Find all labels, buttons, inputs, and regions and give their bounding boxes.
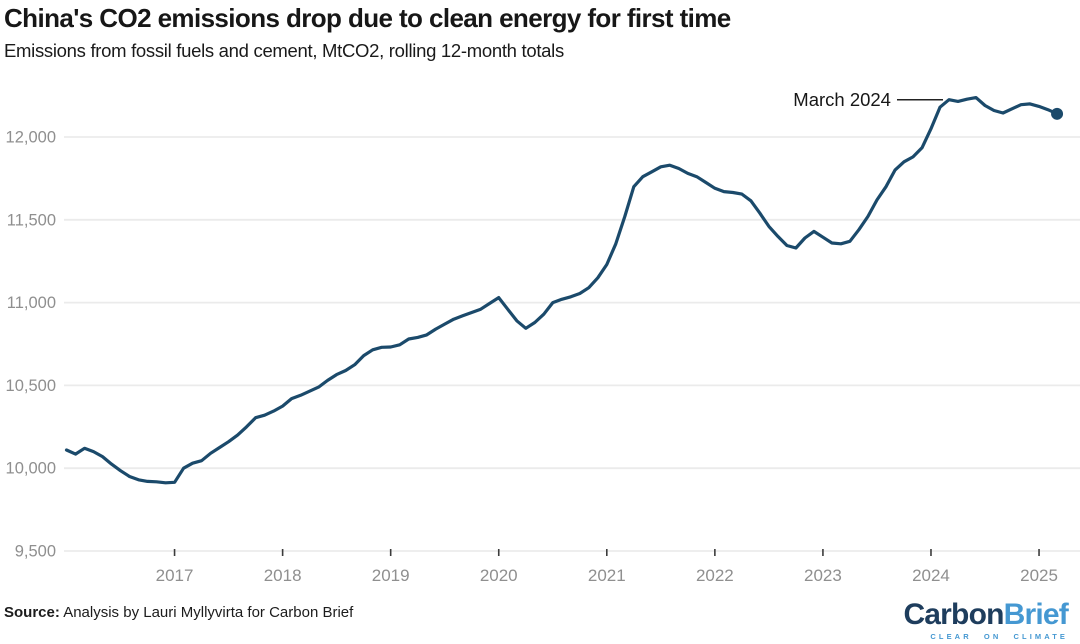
- y-tick-label: 10,000: [6, 460, 56, 478]
- emissions-line: [64, 95, 1059, 485]
- y-tick-label: 11,500: [7, 211, 56, 229]
- x-tick-label: 2021: [588, 566, 626, 585]
- carbonbrief-logo: CarbonBrief CLEAR ON CLIMATE: [903, 597, 1069, 641]
- chart-subtitle: Emissions from fossil fuels and cement, …: [4, 40, 564, 61]
- x-tick-label: 2022: [696, 566, 734, 585]
- y-tick-label: 12,000: [6, 129, 56, 147]
- page-title: China's CO2 emissions drop due to clean …: [4, 3, 731, 33]
- source-text: Analysis by Lauri Myllyvirta for Carbon …: [59, 604, 354, 621]
- logo-carbon: Carbon: [903, 597, 1004, 631]
- logo-brief: Brief: [1003, 597, 1069, 631]
- x-tick-label: 2019: [372, 566, 410, 585]
- x-tick-label: 2020: [480, 566, 518, 585]
- source-note: Source: Analysis by Lauri Myllyvirta for…: [4, 604, 353, 621]
- x-tick-label: 2025: [1020, 566, 1058, 585]
- logo-tagline: CLEAR ON CLIMATE: [930, 631, 1068, 641]
- x-tick-label: 2018: [264, 566, 302, 585]
- x-tick-label: 2023: [804, 566, 842, 585]
- x-tick-label: 2017: [156, 566, 194, 585]
- annotation-label: March 2024: [793, 89, 891, 110]
- y-tick-label: 10,500: [6, 377, 56, 395]
- y-tick-label: 11,000: [7, 294, 56, 312]
- carbonbrief-wordmark: CarbonBrief: [903, 597, 1069, 631]
- x-tick-label: 2024: [912, 566, 950, 585]
- source-label: Source:: [4, 604, 60, 621]
- y-tick-label: 9,500: [15, 543, 56, 561]
- latest-point-marker: [1051, 107, 1064, 120]
